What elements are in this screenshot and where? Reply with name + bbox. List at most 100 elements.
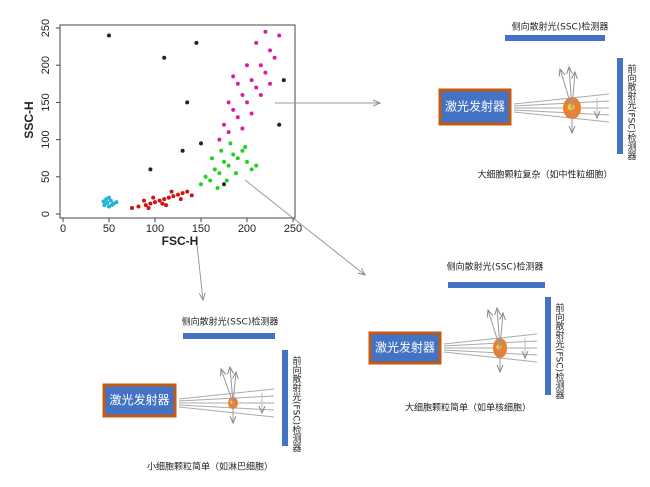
laser-label: 激光发射器 xyxy=(445,99,505,114)
x-tick-label: 100 xyxy=(146,223,164,235)
laser-box xyxy=(438,88,512,126)
data-point xyxy=(240,148,245,153)
light-ray xyxy=(178,404,275,411)
data-point xyxy=(180,191,185,196)
data-point xyxy=(109,203,114,208)
laser-label: 激光发射器 xyxy=(375,340,435,355)
ssc-detector xyxy=(505,35,605,41)
light-ray xyxy=(178,406,275,418)
light-ray xyxy=(513,100,610,107)
laser-box xyxy=(368,331,442,365)
data-point xyxy=(235,156,240,161)
x-tick-label: 200 xyxy=(238,223,256,235)
light-ray xyxy=(443,351,538,363)
data-point xyxy=(164,203,169,208)
data-point xyxy=(203,174,208,179)
scatter-arrow xyxy=(572,72,575,109)
fsc-detector xyxy=(545,297,551,395)
data-point xyxy=(130,206,134,211)
data-point xyxy=(233,171,238,176)
data-point xyxy=(224,178,229,183)
light-ray xyxy=(513,93,610,105)
data-point xyxy=(146,206,151,211)
data-point xyxy=(245,63,249,68)
y-tick-label: 200 xyxy=(40,56,52,74)
data-point xyxy=(231,74,236,79)
ssc-detector-label: 侧向散射光(SSC)检测器 xyxy=(512,21,609,33)
scatter-arrow xyxy=(230,367,233,404)
data-point xyxy=(162,197,167,202)
data-point xyxy=(228,141,233,146)
ssc-detector-label: 侧向散射光(SSC)检测器 xyxy=(182,316,279,328)
data-point xyxy=(148,167,153,172)
data-point xyxy=(199,182,203,187)
scatter-arrow xyxy=(233,372,236,404)
data-point xyxy=(226,163,231,168)
data-point xyxy=(219,148,224,153)
pointer-arrow xyxy=(244,179,365,275)
fsc-detector-label: 前向散射光(FSC)检测器 xyxy=(554,302,565,399)
data-point xyxy=(136,204,141,209)
data-point xyxy=(166,195,171,200)
light-ray xyxy=(443,340,538,347)
x-tick-label: 250 xyxy=(284,223,302,235)
data-point xyxy=(235,81,240,86)
data-point xyxy=(268,81,272,86)
data-point xyxy=(107,195,111,200)
scatter-arrow xyxy=(500,313,503,349)
data-point xyxy=(143,203,148,208)
data-point xyxy=(258,63,263,68)
data-point xyxy=(141,198,146,203)
data-point xyxy=(245,100,249,105)
data-point xyxy=(249,111,254,116)
data-point xyxy=(222,159,226,164)
scatter-arrow xyxy=(488,310,501,349)
data-point xyxy=(157,198,162,203)
ssc-detector-label: 侧向散射光(SSC)检测器 xyxy=(447,261,544,273)
x-axis-label: FSC-H xyxy=(162,234,199,248)
data-point xyxy=(263,70,268,75)
y-tick-label: 0 xyxy=(40,211,52,217)
data-point xyxy=(178,197,183,202)
fsc-detector-label: 前向散射光(FSC)检测器 xyxy=(626,63,637,160)
fsc-detector-label: 前向散射光(FSC)检测器 xyxy=(291,355,302,452)
fsc-detector xyxy=(282,350,288,446)
ssc-detector xyxy=(448,282,545,288)
x-tick-label: 150 xyxy=(192,223,210,235)
data-point xyxy=(210,156,215,161)
data-point xyxy=(226,100,231,105)
light-ray xyxy=(443,349,538,356)
data-point xyxy=(153,200,157,205)
light-ray xyxy=(513,109,610,116)
data-point xyxy=(185,189,190,194)
plot-frame xyxy=(59,24,296,219)
data-point xyxy=(108,198,113,203)
x-tick-label: 0 xyxy=(60,223,66,235)
scatter-arrow xyxy=(497,308,500,349)
data-point xyxy=(226,130,231,135)
data-point xyxy=(217,171,222,176)
y-axis-label: SSC-H xyxy=(22,101,36,138)
data-point xyxy=(245,159,249,164)
data-point xyxy=(215,185,220,190)
light-ray xyxy=(443,333,538,345)
data-point xyxy=(189,193,194,198)
data-point xyxy=(231,152,236,157)
caption: 大细胞颗粒复杂（如中性粒细胞） xyxy=(477,169,612,181)
data-point xyxy=(272,55,277,60)
data-point xyxy=(281,78,286,83)
y-tick-label: 100 xyxy=(40,130,52,148)
data-point xyxy=(185,100,190,105)
scatter-arrow xyxy=(221,369,234,404)
data-point xyxy=(160,201,165,206)
data-point xyxy=(114,200,119,205)
data-point xyxy=(268,48,272,53)
data-point xyxy=(249,167,254,172)
data-point xyxy=(277,33,282,38)
data-point xyxy=(169,189,174,194)
laser-box xyxy=(102,383,177,418)
data-point xyxy=(107,33,111,38)
data-point xyxy=(180,148,185,153)
data-point xyxy=(101,199,106,204)
data-point xyxy=(240,126,245,131)
